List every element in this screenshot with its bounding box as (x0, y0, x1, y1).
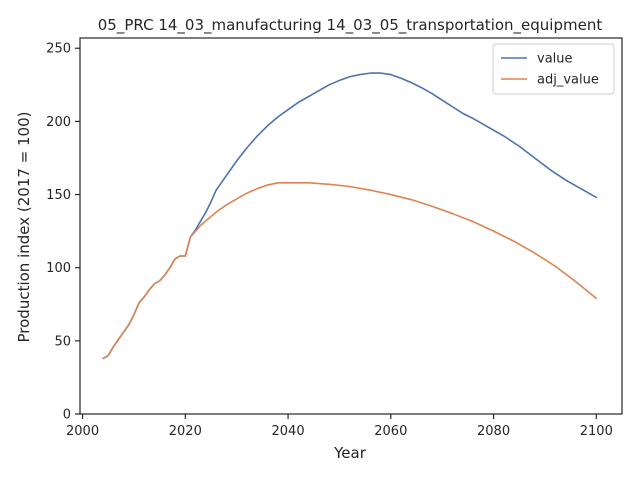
y-tick-label: 100 (46, 261, 71, 276)
series-line-adj-value (102, 182, 598, 360)
x-tick-label: 2020 (169, 424, 202, 439)
legend-box (492, 43, 615, 95)
x-tick-label: 2100 (580, 424, 613, 439)
y-tick-label: 200 (46, 115, 71, 130)
y-tick-label: 150 (46, 188, 71, 203)
legend: value adj_value (492, 43, 615, 95)
chart-title: 05_PRC 14_03_manufacturing 14_03_05_tran… (98, 16, 603, 35)
y-tick-label: 250 (46, 42, 71, 57)
y-tick-label: 50 (54, 334, 71, 349)
x-tick-label: 2040 (272, 424, 305, 439)
x-tick-label: 2080 (477, 424, 510, 439)
plot-frame (79, 37, 623, 415)
x-tick-label: 2000 (66, 424, 99, 439)
legend-label: value (537, 52, 573, 67)
x-axis-label: Year (333, 444, 367, 462)
y-axis-label: Production index (2017 = 100) (15, 112, 33, 343)
plot-area: 2000 2020 2040 2060 2080 2100 0 50 100 150 200 250 (46, 37, 623, 439)
legend-label: adj_value (537, 73, 599, 88)
x-tick-label: 2060 (374, 424, 407, 439)
series-line-value (102, 72, 598, 360)
y-tick-label: 0 (63, 408, 71, 423)
